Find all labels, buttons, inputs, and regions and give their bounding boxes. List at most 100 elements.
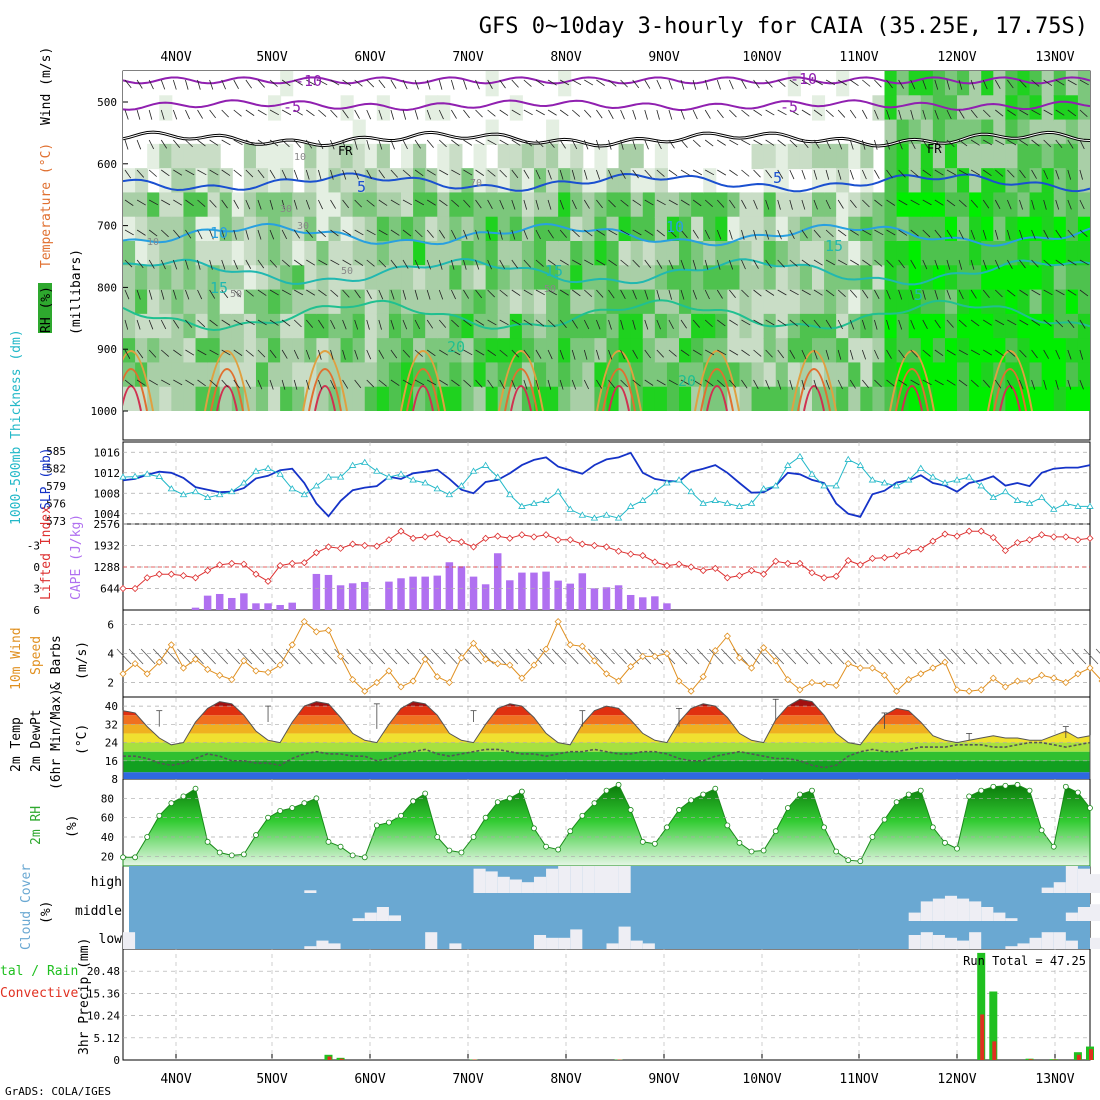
- rh-cell: [908, 386, 922, 411]
- wind-barb: [922, 169, 932, 177]
- wind-barb: [958, 229, 964, 240]
- isotherm-5: [123, 172, 1090, 193]
- wind-barb: [729, 169, 738, 176]
- rh-cell: [533, 192, 548, 218]
- cape-bar: [493, 553, 502, 610]
- wind-barb: [390, 349, 398, 359]
- wind-barb: [257, 229, 262, 240]
- rh-cell: [642, 265, 656, 291]
- rh2m-point: [132, 854, 138, 861]
- rh-cell: [497, 265, 511, 291]
- wind10-series-point: [131, 660, 139, 668]
- wind-barb: [753, 109, 763, 116]
- cloud-high-bar: [485, 871, 498, 893]
- rh-cell: [618, 265, 632, 291]
- rh-cell: [932, 192, 946, 218]
- rh-cell: [521, 289, 535, 315]
- wind10-series-point: [989, 674, 997, 682]
- wind-barb: [692, 229, 699, 239]
- rh-cell: [1029, 119, 1043, 145]
- rh-cell: [352, 143, 366, 170]
- wind-barb: [511, 169, 519, 179]
- li-point: [409, 534, 417, 542]
- wind-barb: [414, 259, 420, 270]
- wind-barb: [366, 259, 375, 267]
- rh-cell: [388, 289, 403, 315]
- wind-barb: [849, 379, 856, 389]
- wind-barb: [197, 109, 203, 119]
- cloud-high-bar: [558, 866, 571, 893]
- rh2m-point: [676, 807, 682, 813]
- thickness-series-point: [699, 499, 707, 506]
- cape-bar: [445, 562, 454, 610]
- rh-cell: [171, 386, 185, 411]
- rh-cell: [1053, 71, 1067, 97]
- rh-cell: [836, 241, 850, 267]
- wind10-series-point: [530, 661, 538, 669]
- rh-cell: [183, 289, 197, 315]
- wind-barb: [475, 229, 479, 240]
- cape-bar: [240, 593, 248, 610]
- rh-cell: [642, 362, 656, 388]
- warm-isotherm: [123, 350, 154, 411]
- rh-cell: [558, 362, 572, 388]
- rh-cell: [497, 362, 511, 388]
- rh-cell: [932, 386, 946, 411]
- rh-cell: [461, 265, 475, 291]
- rh-cell: [268, 386, 282, 411]
- thickness-series-point: [542, 496, 550, 503]
- rh-cell: [449, 192, 463, 218]
- rh-cell: [388, 192, 403, 218]
- thickness-series-point: [1062, 499, 1070, 506]
- thickness-series-point: [264, 464, 272, 471]
- wind-barb: [318, 319, 325, 329]
- wind-barb: [535, 379, 540, 390]
- wind-barb: [862, 229, 872, 236]
- wind-barb-10m: [902, 648, 917, 665]
- wind-barb: [898, 139, 903, 150]
- cloud-high-bar: [509, 879, 522, 893]
- wind10-series-point: [445, 678, 453, 687]
- thickness-series-point: [1013, 496, 1022, 503]
- rh-cell: [957, 386, 971, 411]
- rh-cell: [159, 192, 173, 218]
- wind-barb: [656, 289, 661, 300]
- wind-barb: [970, 289, 977, 299]
- wind-barb: [874, 259, 883, 267]
- wind-barb: [680, 139, 688, 148]
- wind-barb: [148, 139, 155, 150]
- wind-barb: [765, 229, 770, 240]
- wind-barb: [402, 319, 408, 330]
- rh2m-point: [1087, 805, 1093, 811]
- wind-barb: [825, 139, 831, 150]
- thickness-series-point: [820, 482, 828, 489]
- wind10-series-point: [687, 687, 695, 695]
- li-point: [929, 537, 937, 545]
- rh-cell: [449, 216, 463, 242]
- wind-barb: [898, 379, 908, 386]
- wind10-series-point: [699, 673, 707, 681]
- rh2m-point: [748, 848, 755, 855]
- rh-cell: [872, 216, 886, 242]
- thickness-series-point: [373, 467, 381, 474]
- rh-cell: [268, 362, 282, 388]
- wind-barb: [354, 259, 364, 266]
- wind-barb: [305, 199, 311, 210]
- rh-cell: [691, 241, 705, 267]
- wind-barb: [583, 139, 589, 150]
- wind-barb: [910, 109, 914, 120]
- wind-barb: [342, 139, 347, 150]
- rh-cell: [642, 241, 656, 267]
- wind-barb: [813, 79, 823, 86]
- li-point: [1013, 539, 1022, 547]
- wind-barb: [426, 139, 434, 148]
- wind-barb: [789, 109, 799, 116]
- rh-cell: [183, 386, 197, 411]
- rh-cell: [304, 265, 318, 291]
- wind-barb: [378, 79, 386, 89]
- rh-cell: [654, 143, 668, 170]
- rh-cell: [183, 265, 197, 291]
- rh-cell: [666, 192, 681, 218]
- wind-barb: [680, 109, 685, 120]
- cape-bar: [554, 580, 562, 610]
